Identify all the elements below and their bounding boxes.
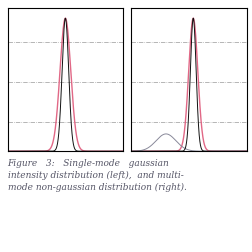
Text: Figure   3:   Single-mode   gaussian
intensity distribution (left),  and multi-
: Figure 3: Single-mode gaussian intensity… — [8, 159, 186, 192]
